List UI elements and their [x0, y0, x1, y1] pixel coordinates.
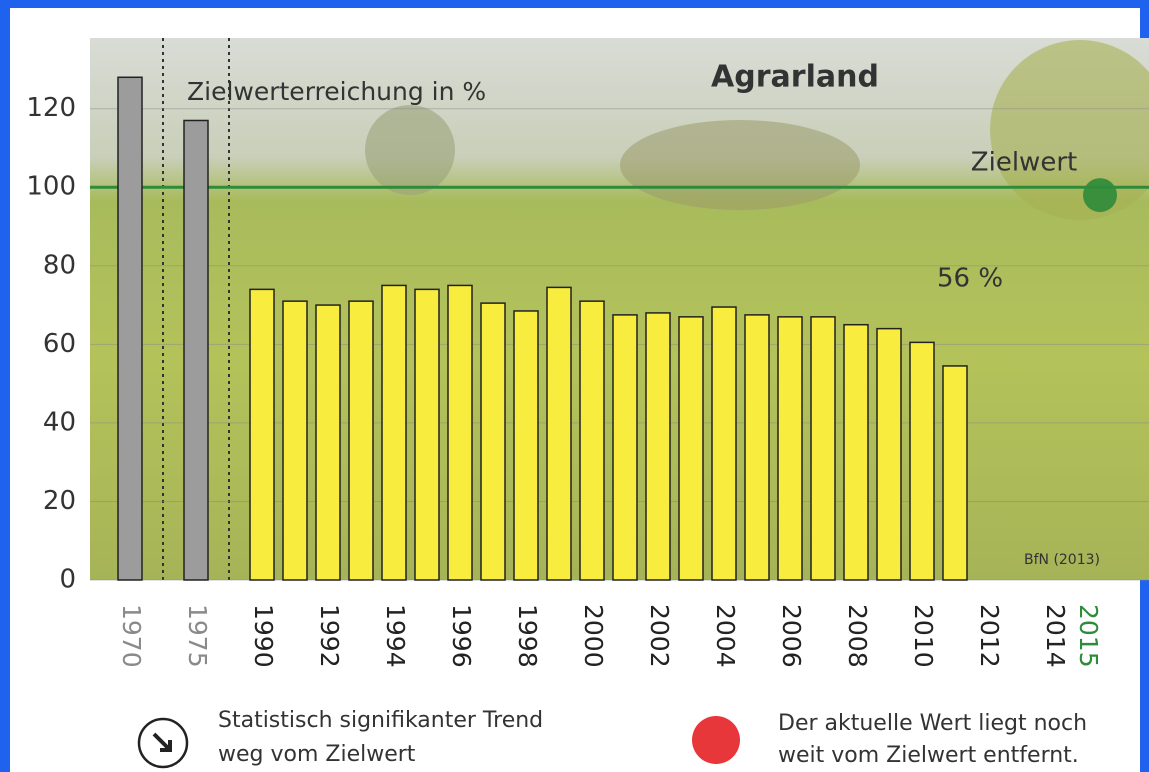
bar — [283, 301, 307, 580]
bar — [118, 77, 142, 580]
target-marker — [1083, 178, 1117, 212]
x-tick-label: 2000 — [579, 604, 608, 668]
x-tick-label: 1975 — [183, 604, 212, 668]
x-tick-label: 2006 — [777, 604, 806, 668]
bar — [745, 315, 769, 580]
x-tick-label: 2010 — [909, 604, 938, 668]
y-tick-label: 100 — [26, 172, 76, 202]
bar — [943, 366, 967, 580]
x-tick-label: 1992 — [315, 604, 344, 668]
bar — [811, 317, 835, 580]
bar — [415, 289, 439, 580]
bar — [184, 120, 208, 580]
x-tick-label: 2012 — [975, 604, 1004, 668]
bar — [712, 307, 736, 580]
x-tick-label: 2008 — [843, 604, 872, 668]
legend-text: weg vom Zielwert — [218, 742, 416, 767]
legend-text: weit vom Zielwert entfernt. — [778, 743, 1079, 768]
bar — [646, 313, 670, 580]
chart-title: Agrarland — [711, 60, 879, 95]
y-tick-label: 120 — [26, 93, 76, 123]
bar — [547, 287, 571, 580]
x-tick-label: 1994 — [381, 604, 410, 668]
target-label: Zielwert — [971, 148, 1077, 178]
bar — [316, 305, 340, 580]
y-tick-label: 60 — [43, 329, 76, 359]
bar — [613, 315, 637, 580]
legend-red-dot — [692, 716, 740, 764]
bar — [481, 303, 505, 580]
y-axis-label: Zielwerterreichung in % — [187, 77, 486, 106]
y-tick-label: 0 — [59, 565, 76, 595]
x-tick-label: 2014 — [1041, 604, 1070, 668]
x-tick-label: 1970 — [117, 604, 146, 668]
bar — [514, 311, 538, 580]
tree — [365, 105, 455, 195]
tree — [620, 120, 860, 210]
y-tick-label: 20 — [43, 486, 76, 516]
y-tick-label: 40 — [43, 407, 76, 437]
page: Zielwerterreichung in % Agrarland 56 % B… — [0, 0, 1149, 772]
bar — [349, 301, 373, 580]
legend-text: Statistisch signifikanter Trend — [218, 708, 543, 733]
bar — [844, 325, 868, 580]
bar — [382, 285, 406, 580]
chart: Zielwerterreichung in % Agrarland 56 % B… — [0, 0, 1149, 772]
bar — [877, 329, 901, 580]
bar — [910, 342, 934, 580]
x-tick-label: 2002 — [645, 604, 674, 668]
source: BfN (2013) — [1024, 552, 1100, 568]
bar — [448, 285, 472, 580]
bar — [778, 317, 802, 580]
annotation: 56 % — [937, 264, 1003, 294]
x-tick-label: 1998 — [513, 604, 542, 668]
bar — [250, 289, 274, 580]
legend-text: Der aktuelle Wert liegt noch — [778, 711, 1087, 736]
bar — [679, 317, 703, 580]
y-tick-label: 80 — [43, 250, 76, 280]
x-tick-label: 2004 — [711, 604, 740, 668]
bar — [580, 301, 604, 580]
x-tick-label: 1996 — [447, 604, 476, 668]
x-tick-label: 2015 — [1074, 604, 1103, 668]
x-tick-label: 1990 — [249, 604, 278, 668]
